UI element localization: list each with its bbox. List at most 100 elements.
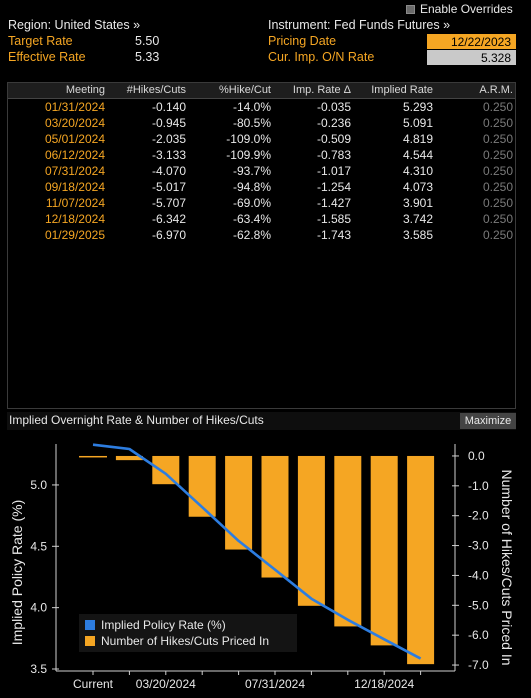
cell-imp-rate-delta: -1.743 — [316, 228, 351, 242]
instrument-selector[interactable]: Instrument: Fed Funds Futures » — [268, 18, 451, 32]
cell-implied-rate: 3.901 — [402, 196, 433, 210]
right-axis-tick-label: 0.0 — [468, 449, 485, 463]
table-row[interactable]: 01/29/2025 -6.970 -62.8% -1.743 3.585 0.250 — [8, 227, 515, 243]
cell-implied-rate: 5.091 — [402, 116, 433, 130]
bar-hikes-cuts — [261, 455, 289, 578]
cell-hikes-cuts: -6.342 — [151, 212, 186, 226]
cell-meeting: 06/12/2024 — [44, 148, 105, 162]
effective-rate-label: Effective Rate — [8, 50, 86, 64]
right-axis-tick-label: -1.0 — [468, 479, 489, 493]
cell-pct-hike-cut: -63.4% — [232, 212, 271, 226]
maximize-button[interactable]: Maximize — [460, 413, 516, 429]
cell-implied-rate: 4.310 — [402, 164, 433, 178]
region-selector[interactable]: Region: United States » — [8, 18, 141, 32]
cell-implied-rate: 4.544 — [402, 148, 433, 162]
cell-hikes-cuts: -0.945 — [151, 116, 186, 130]
cell-hikes-cuts: -0.140 — [151, 100, 186, 114]
x-axis-tick-label: 07/31/2024 — [245, 677, 305, 691]
left-axis-title: Implied Policy Rate (%) — [9, 500, 25, 646]
table-row[interactable]: 12/18/2024 -6.342 -63.4% -1.585 3.742 0.250 — [8, 211, 515, 227]
table-row[interactable]: 06/12/2024 -3.133 -109.9% -0.783 4.544 0.250 — [8, 147, 515, 163]
cell-hikes-cuts: -5.017 — [151, 180, 186, 194]
cell-meeting: 11/07/2024 — [45, 196, 105, 210]
target-rate-label: Target Rate — [8, 34, 73, 48]
enable-overrides-label[interactable]: Enable Overrides — [420, 2, 513, 16]
pricing-date-input[interactable]: 12/22/2023 — [427, 34, 516, 49]
cell-meeting: 01/31/2024 — [44, 100, 105, 114]
table-row[interactable]: 09/18/2024 -5.017 -94.8% -1.254 4.073 0.250 — [8, 179, 515, 195]
cell-arm: 0.250 — [482, 100, 513, 114]
cell-arm: 0.250 — [482, 164, 513, 178]
cell-implied-rate: 3.742 — [402, 212, 433, 226]
cell-implied-rate: 3.585 — [402, 228, 433, 242]
right-axis-tick-label: -6.0 — [468, 628, 489, 642]
chart-area: 5.0 4.5 4.0 3.5 Implied Policy Rate (%) 0.0 -1… — [7, 430, 516, 693]
table-header: Meeting #Hikes/Cuts %Hike/Cut Imp. Rate … — [8, 83, 515, 99]
legend-label: Number of Hikes/Cuts Priced In — [101, 634, 269, 648]
table-row[interactable]: 07/31/2024 -4.070 -93.7% -1.017 4.310 0.250 — [8, 163, 515, 179]
target-rate-value: 5.50 — [135, 34, 160, 48]
cell-hikes-cuts: -3.133 — [151, 148, 186, 162]
col-implied-rate-header[interactable]: Implied Rate — [371, 84, 433, 96]
chart-legend — [79, 614, 297, 652]
cell-meeting: 12/18/2024 — [44, 212, 105, 226]
x-axis-tick-label: 12/18/2024 — [354, 677, 414, 691]
right-axis-tick-label: -2.0 — [468, 509, 489, 523]
right-axis-tick-label: -7.0 — [468, 658, 489, 672]
cell-pct-hike-cut: -109.0% — [226, 132, 271, 146]
cell-pct-hike-cut: -109.9% — [226, 148, 271, 162]
effective-rate-value: 5.33 — [135, 50, 160, 64]
cell-pct-hike-cut: -62.8% — [232, 228, 271, 242]
cell-hikes-cuts: -5.707 — [151, 196, 186, 210]
cell-imp-rate-delta: -0.236 — [316, 116, 351, 130]
cell-imp-rate-delta: -0.035 — [316, 100, 351, 114]
cell-hikes-cuts: -4.070 — [151, 164, 186, 178]
cell-imp-rate-delta: -0.783 — [316, 148, 351, 162]
chart-panel-title: Implied Overnight Rate & Number of Hikes… — [9, 413, 264, 427]
enable-overrides-checkbox[interactable] — [406, 5, 415, 14]
cell-meeting: 01/29/2025 — [44, 228, 105, 242]
cell-imp-rate-delta: -1.254 — [316, 180, 351, 194]
col-arm-header[interactable]: A.R.M. — [479, 84, 513, 96]
table-row[interactable]: 03/20/2024 -0.945 -80.5% -0.236 5.091 0.250 — [8, 115, 515, 131]
cell-arm: 0.250 — [482, 228, 513, 242]
chart-title-bar: Implied Overnight Rate & Number of Hikes… — [7, 412, 516, 430]
cell-hikes-cuts: -2.035 — [151, 132, 186, 146]
cur-imp-rate-value: 5.328 — [427, 50, 516, 65]
table-row[interactable]: 01/31/2024 -0.140 -14.0% -0.035 5.293 0.250 — [8, 99, 515, 115]
cur-imp-rate-label: Cur. Imp. O/N Rate — [268, 50, 375, 64]
col-imp-rate-delta-header[interactable]: Imp. Rate Δ — [292, 84, 351, 96]
legend-swatch — [85, 636, 95, 646]
table-row[interactable]: 05/01/2024 -2.035 -109.0% -0.509 4.819 0.250 — [8, 131, 515, 147]
meetings-table: Meeting #Hikes/Cuts %Hike/Cut Imp. Rate … — [7, 82, 516, 409]
left-axis-tick-label: 4.0 — [30, 601, 47, 615]
cell-arm: 0.250 — [482, 148, 513, 162]
bar-hikes-cuts — [370, 455, 398, 646]
right-axis-tick-label: -5.0 — [468, 598, 489, 612]
cell-pct-hike-cut: -69.0% — [232, 196, 271, 210]
cell-imp-rate-delta: -1.017 — [316, 164, 351, 178]
bar-hikes-cuts — [297, 455, 325, 606]
cell-meeting: 05/01/2024 — [44, 132, 105, 146]
cell-arm: 0.250 — [482, 196, 513, 210]
cell-arm: 0.250 — [482, 180, 513, 194]
line-implied-policy-rate — [92, 443, 422, 660]
bar-hikes-cuts — [115, 455, 143, 461]
bar-hikes-cuts — [334, 455, 362, 627]
cell-meeting: 09/18/2024 — [44, 180, 105, 194]
col-hikes-cuts-header[interactable]: #Hikes/Cuts — [126, 84, 186, 96]
rate-hikes-chart: 5.0 4.5 4.0 3.5 Implied Policy Rate (%) 0.0 -1… — [7, 430, 516, 693]
pricing-date-label: Pricing Date — [268, 34, 337, 48]
bar-hikes-cuts — [152, 455, 180, 485]
legend-label: Implied Policy Rate (%) — [101, 618, 226, 632]
left-axis-tick-label: 5.0 — [30, 478, 47, 492]
col-meeting-header[interactable]: Meeting — [65, 84, 105, 96]
cell-pct-hike-cut: -93.7% — [232, 164, 271, 178]
cell-meeting: 03/20/2024 — [44, 116, 105, 130]
cell-imp-rate-delta: -0.509 — [316, 132, 351, 146]
col-pct-hike-cut-header[interactable]: %Hike/Cut — [219, 84, 271, 96]
cell-imp-rate-delta: -1.585 — [316, 212, 351, 226]
right-axis-title: Number of Hikes/Cuts Priced In — [499, 469, 515, 665]
x-axis-tick-label: 03/20/2024 — [136, 677, 196, 691]
table-row[interactable]: 11/07/2024 -5.707 -69.0% -1.427 3.901 0.250 — [8, 195, 515, 211]
